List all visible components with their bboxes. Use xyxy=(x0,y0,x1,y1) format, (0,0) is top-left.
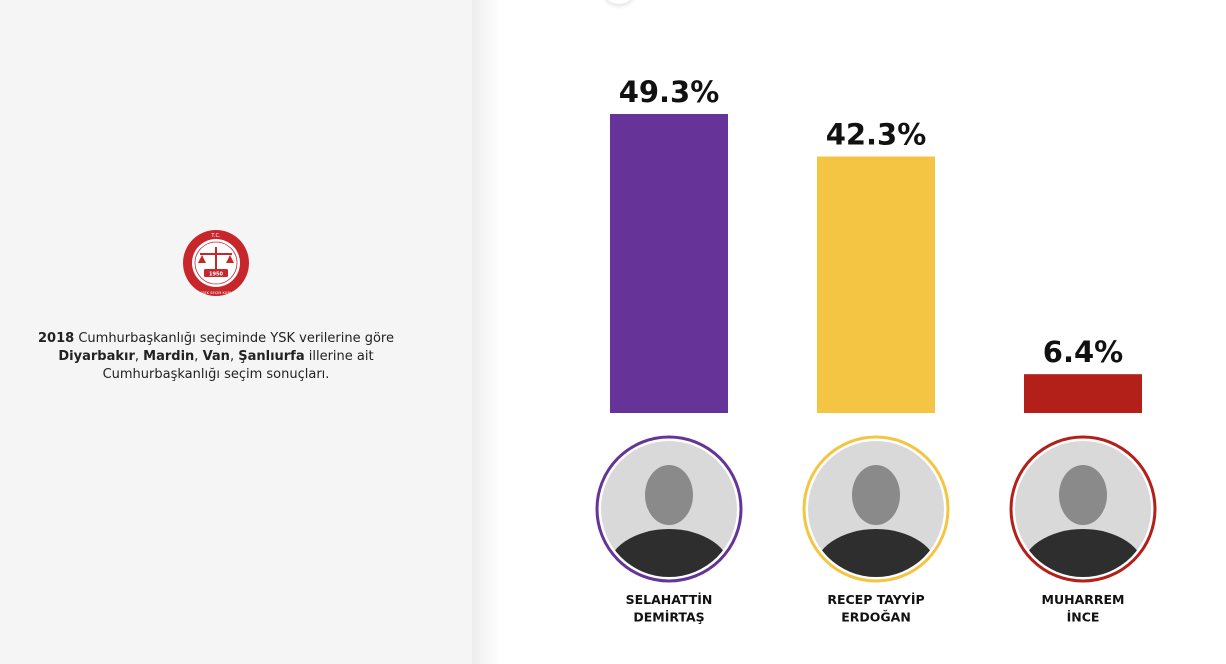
tick-label: DEMİRTAŞ xyxy=(633,610,704,625)
top-scroll-indicator xyxy=(604,0,634,4)
description-line-2: Diyarbakır, Mardin, Van, Şanlıurfa iller… xyxy=(58,349,374,364)
panel-shadow xyxy=(472,0,500,664)
left-panel: T.C. YÜKSEK SEÇİM KURULU 1950 2018 Cumhu… xyxy=(0,0,472,664)
data-label: 6.4% xyxy=(1043,335,1123,369)
bar-chart: 49.3% SELAHATTİN DEMİRTAŞ 42.3% RECEP TAYYİP… xyxy=(595,75,1157,625)
candidate-photo-icon xyxy=(1009,435,1157,583)
tick-label: RECEP TAYYİP xyxy=(827,592,924,607)
ysk-seal-icon: T.C. YÜKSEK SEÇİM KURULU 1950 xyxy=(183,230,249,296)
bar xyxy=(1024,374,1142,413)
description-line-1: 2018 Cumhurbaşkanlığı seçiminde YSK veri… xyxy=(38,331,394,346)
tick-label: ERDOĞAN xyxy=(841,610,911,625)
seal-bottom-text: YÜKSEK SEÇİM KURULU xyxy=(195,290,237,295)
tick-label: SELAHATTİN xyxy=(626,592,713,607)
seal-top-text: T.C. xyxy=(210,233,221,239)
tick-label: İNCE xyxy=(1067,610,1100,625)
description-line-3: Cumhurbaşkanlığı seçim sonuçları. xyxy=(102,367,330,382)
chart-description: 2018 Cumhurbaşkanlığı seçiminde YSK veri… xyxy=(0,330,432,384)
data-label: 42.3% xyxy=(826,117,927,151)
bar xyxy=(817,156,935,414)
seal-year: 1950 xyxy=(209,271,223,277)
bar xyxy=(610,114,728,413)
tick-label: MUHARREM xyxy=(1042,592,1125,607)
candidate-photo-icon xyxy=(802,435,950,583)
data-label: 49.3% xyxy=(619,75,720,109)
candidate-photo-icon xyxy=(595,435,743,583)
